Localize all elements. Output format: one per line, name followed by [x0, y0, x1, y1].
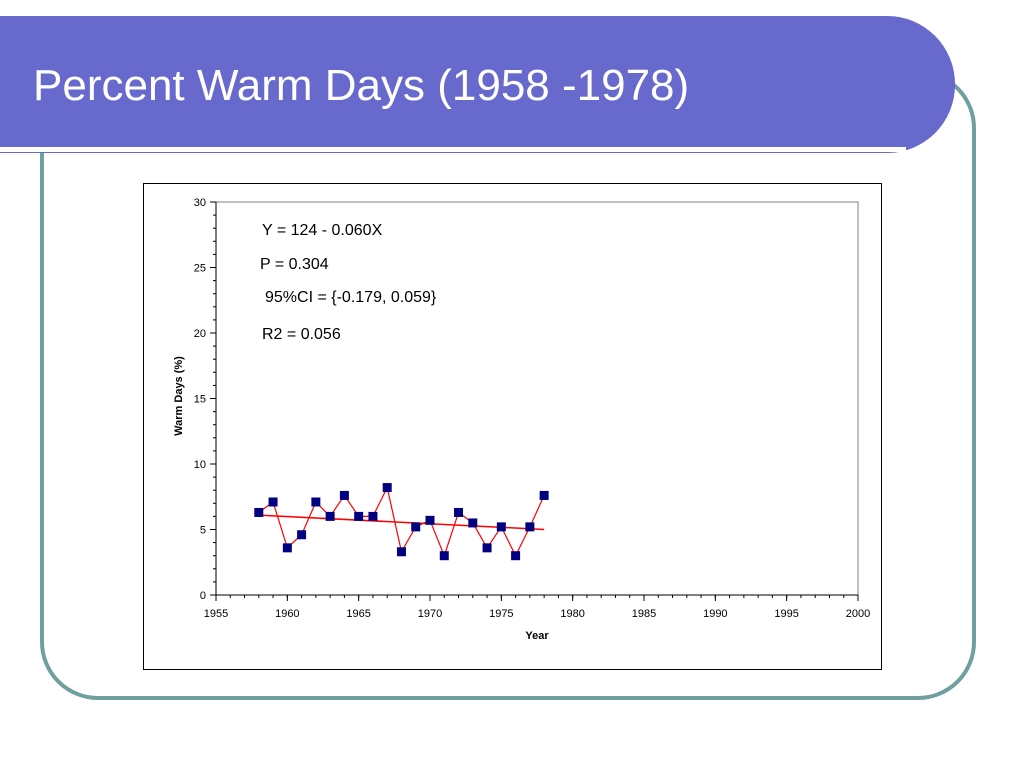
title-underline — [0, 147, 906, 152]
data-point — [539, 490, 549, 500]
data-point — [254, 507, 264, 517]
data-point — [368, 511, 378, 521]
title-bar: Percent Warm Days (1958 -1978) — [0, 16, 955, 153]
y-tick-label: 30 — [194, 197, 206, 209]
slide-title: Percent Warm Days (1958 -1978) — [33, 61, 690, 110]
y-tick-label: 10 — [194, 459, 206, 471]
data-point — [425, 515, 435, 525]
data-point — [325, 511, 335, 521]
ci-label: 95%CI = {-0.179, 0.059} — [265, 289, 437, 306]
warm-days-chart: 0 5 10 15 20 25 30 1955 1960 1965 1970 1975 1980 1985… — [173, 197, 870, 642]
data-point — [297, 530, 307, 540]
p-value-label: P = 0.304 — [260, 256, 329, 273]
y-tick-label: 5 — [200, 525, 206, 537]
data-point — [454, 507, 464, 517]
trend-line — [258, 514, 545, 531]
x-tick-label: 1980 — [560, 608, 584, 620]
x-tick-label: 1955 — [204, 608, 228, 620]
x-tick-label: 1960 — [275, 608, 299, 620]
y-tick-label: 0 — [200, 590, 206, 602]
data-point — [439, 551, 449, 561]
equation-label: Y = 124 - 0.060X — [262, 222, 383, 239]
data-point — [268, 497, 278, 507]
x-tick-label: 2000 — [846, 608, 870, 620]
x-tick-label: 1970 — [418, 608, 442, 620]
x-axis-label: Year — [525, 630, 549, 642]
y-axis-label: Warm Days (%) — [173, 356, 185, 436]
y-tick-label: 15 — [194, 394, 206, 406]
data-point — [354, 511, 364, 521]
data-point — [311, 497, 321, 507]
data-point — [525, 522, 535, 532]
data-point — [496, 522, 506, 532]
r2-label: R2 = 0.056 — [262, 326, 341, 343]
y-tick-label: 25 — [194, 263, 206, 275]
data-point — [339, 490, 349, 500]
axes: 0 5 10 15 20 25 30 1955 1960 1965 1970 1975 1980 1985… — [194, 197, 870, 620]
data-point — [282, 543, 292, 553]
x-tick-label: 1990 — [703, 608, 727, 620]
data-point — [411, 522, 421, 532]
x-tick-label: 1965 — [346, 608, 370, 620]
data-point — [482, 543, 492, 553]
y-tick-label: 20 — [194, 328, 206, 340]
series-group — [254, 483, 549, 561]
data-point — [468, 518, 478, 528]
data-point — [382, 483, 392, 493]
trendline-group — [258, 514, 545, 531]
x-tick-label: 1995 — [774, 608, 798, 620]
plot-area — [215, 201, 859, 596]
x-tick-label: 1975 — [489, 608, 513, 620]
data-point — [511, 551, 521, 561]
data-point — [396, 547, 406, 557]
x-tick-label: 1985 — [632, 608, 656, 620]
